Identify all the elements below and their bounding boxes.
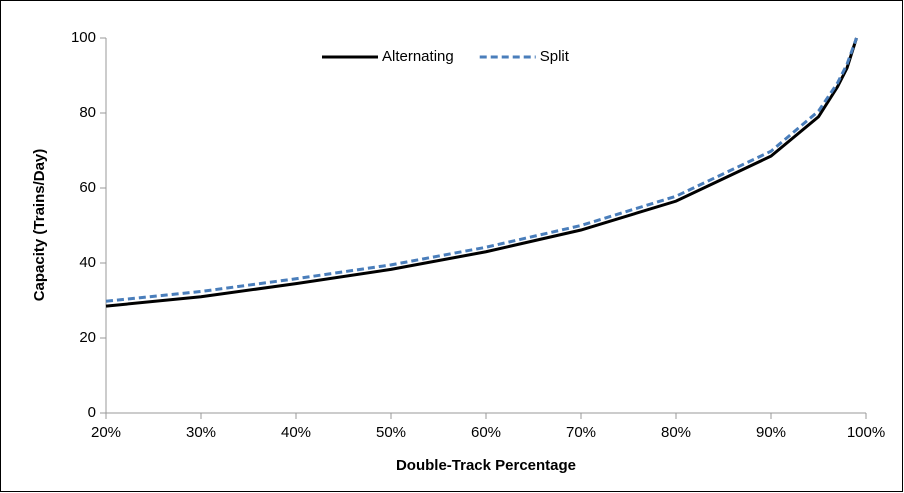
x-tick-label: 80% xyxy=(661,424,691,441)
x-tick-label: 70% xyxy=(566,424,596,441)
y-tick-label: 20 xyxy=(79,329,96,346)
series-line xyxy=(105,37,858,308)
x-tick-label: 90% xyxy=(756,424,786,441)
x-tick-label: 20% xyxy=(91,424,121,441)
y-tick-label: 40 xyxy=(79,254,96,271)
y-tick-label: 100 xyxy=(71,29,96,46)
y-axis-title: Capacity (Trains/Day) xyxy=(31,149,48,302)
x-tick-label: 30% xyxy=(186,424,216,441)
x-tick-label: 100% xyxy=(847,424,885,441)
y-tick-label: 80 xyxy=(79,104,96,121)
x-tick-label: 40% xyxy=(281,424,311,441)
x-tick-label: 60% xyxy=(471,424,501,441)
x-axis-title: Double-Track Percentage xyxy=(396,457,576,474)
series-line xyxy=(105,37,858,303)
legend-label: Split xyxy=(540,48,570,65)
y-tick-label: 0 xyxy=(88,404,96,421)
x-tick-label: 50% xyxy=(376,424,406,441)
y-tick-label: 60 xyxy=(79,179,96,196)
legend-label: Alternating xyxy=(382,48,454,65)
